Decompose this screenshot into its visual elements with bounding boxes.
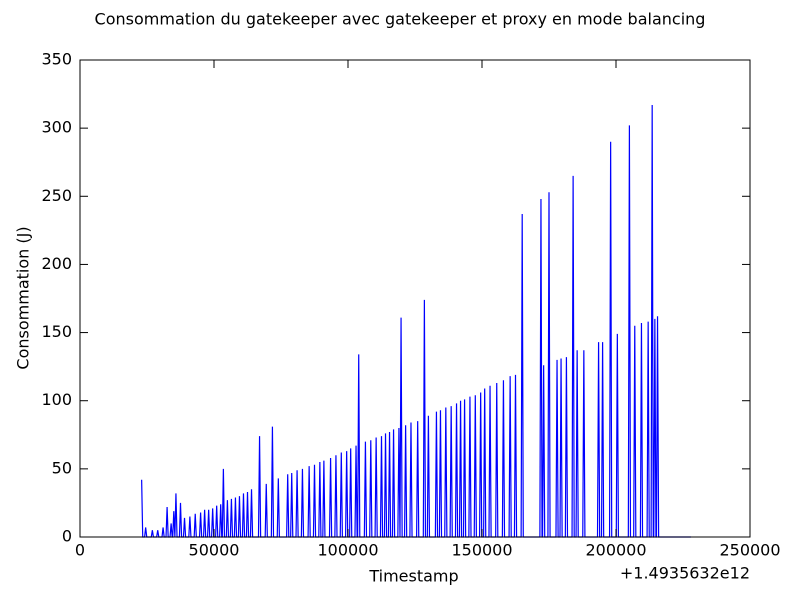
x-tick-label: 150000 [451,541,512,560]
y-tick-label: 200 [41,254,72,273]
plot-frame [79,59,751,538]
x-axis-label: Timestamp [368,567,458,586]
data-line [141,104,692,538]
x-tick-label: 0 [75,541,85,560]
x-offset-label: +1.4935632e12 [620,564,750,583]
y-tick-label: 350 [41,50,72,69]
x-tick-label: 100000 [317,541,378,560]
y-tick-label: 0 [62,527,72,546]
x-tick-label: 250000 [719,541,780,560]
y-tick-label: 150 [41,322,72,341]
y-tick-label: 300 [41,118,72,137]
y-tick-label: 50 [52,458,72,477]
y-axis-label: Consommation (J) [14,226,33,369]
x-tick-label: 200000 [585,541,646,560]
y-tick-label: 100 [41,390,72,409]
x-tick-label: 50000 [189,541,240,560]
chart-title: Consommation du gatekeeper avec gatekeep… [95,10,706,29]
y-tick-label: 250 [41,186,72,205]
